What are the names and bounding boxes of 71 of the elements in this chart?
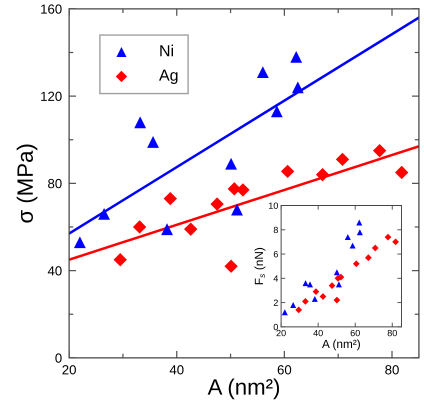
y-tick-label: 120 (41, 92, 62, 102)
point (338, 274, 344, 280)
point (320, 293, 326, 300)
y-tick-label: 8 (274, 226, 278, 234)
point (164, 192, 177, 206)
point (132, 220, 146, 234)
x-tick-label: 40 (170, 365, 184, 374)
point (352, 260, 360, 268)
point (225, 158, 237, 170)
point (210, 197, 224, 211)
point (295, 306, 302, 314)
point (316, 168, 330, 182)
point (356, 220, 362, 226)
point (224, 260, 238, 273)
point (282, 309, 288, 316)
point (312, 288, 320, 296)
x-tick-label: 40 (313, 330, 323, 336)
point (161, 223, 173, 236)
point (290, 50, 302, 63)
x-tick-label: 20 (62, 365, 76, 374)
y-tick-label: 160 (41, 4, 62, 14)
x-tick-label: 60 (278, 365, 292, 374)
y-tick-label: 10 (268, 202, 278, 209)
point (384, 234, 392, 240)
point (307, 281, 313, 288)
point (392, 238, 399, 246)
point (256, 66, 269, 78)
point (98, 208, 110, 220)
point (292, 81, 304, 94)
x-tick-label: 60 (350, 330, 360, 336)
point (302, 298, 309, 305)
x-tick-label: 80 (385, 365, 399, 374)
point (236, 183, 250, 197)
x-tick-label: 80 (388, 330, 397, 336)
legend-label: Ni (160, 44, 173, 56)
point (344, 234, 351, 240)
y-tick-label: 6 (274, 251, 278, 258)
x-axis-title: A (nm²) (208, 378, 280, 400)
point (74, 236, 86, 248)
point (184, 222, 198, 236)
point (395, 166, 408, 180)
point (328, 282, 336, 289)
point (134, 116, 146, 128)
point (350, 242, 356, 249)
point (231, 204, 243, 216)
x-tick-label: 20 (276, 330, 286, 336)
y-axis-title: σ (MPa) (16, 144, 38, 223)
y-tick-label: 80 (48, 178, 62, 188)
point (336, 152, 350, 166)
point (312, 296, 318, 302)
point (364, 254, 372, 262)
point (356, 229, 363, 236)
y-tick-label: 0 (274, 324, 278, 330)
point (280, 164, 294, 178)
y-tick-label: 4 (274, 275, 278, 282)
point (270, 105, 283, 118)
point (334, 269, 340, 276)
y-tick-label: 40 (48, 266, 62, 276)
legend-label: Ag (159, 70, 178, 84)
y-tick-label: 2 (274, 300, 278, 306)
point (302, 280, 309, 286)
point (333, 296, 340, 304)
point (147, 136, 159, 148)
point (336, 281, 342, 288)
point (114, 253, 127, 266)
y-tick-label: 0 (55, 353, 62, 363)
point (372, 144, 386, 158)
point (372, 244, 379, 252)
x-axis-title: A (nm²) (322, 339, 360, 350)
point (290, 302, 296, 308)
y-axis-title: F$_{s}$ (nN) (254, 248, 266, 284)
